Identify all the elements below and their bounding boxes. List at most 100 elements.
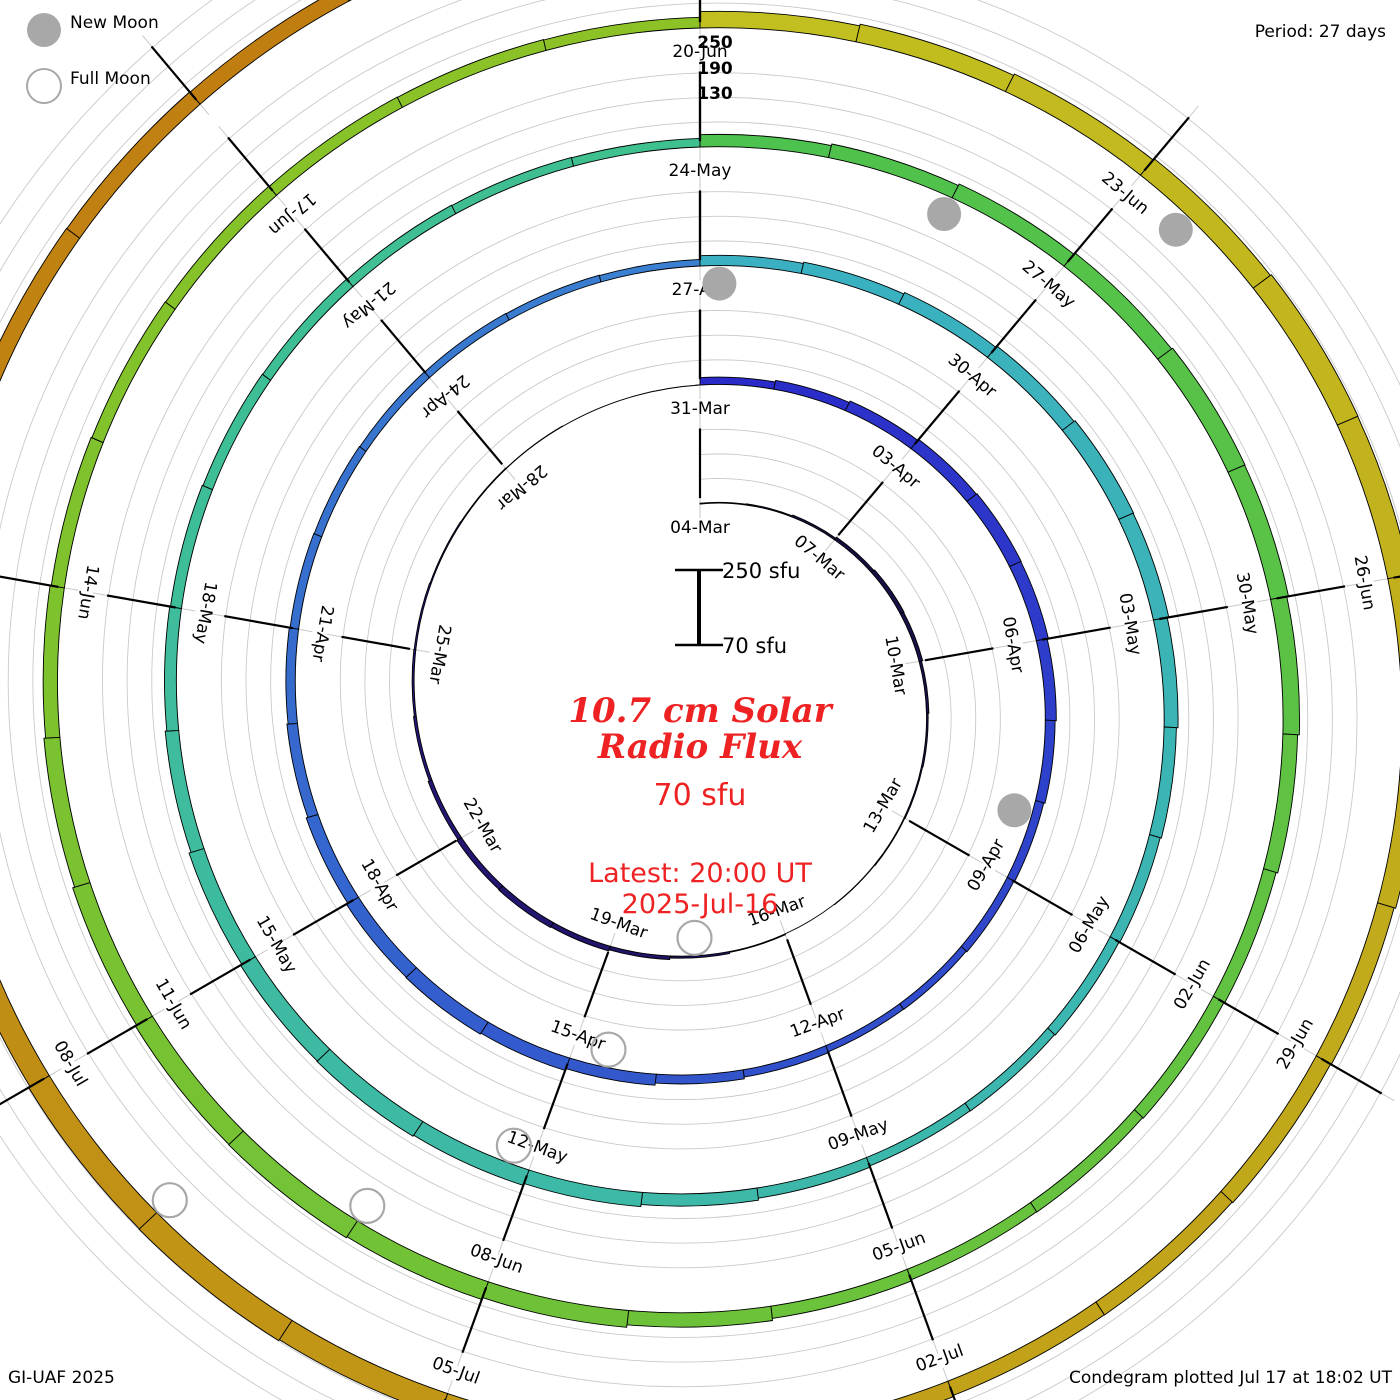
scale-bar-top-label: 250 sfu <box>722 559 801 583</box>
day-band <box>505 425 564 470</box>
new-moon-marker <box>702 266 737 301</box>
day-band <box>898 291 997 359</box>
date-label: 04-Mar <box>670 518 730 538</box>
day-band <box>313 445 367 538</box>
day-band <box>405 966 489 1035</box>
day-band <box>188 847 257 966</box>
date-label: 10-Mar <box>880 634 910 696</box>
day-band <box>505 274 602 321</box>
day-band <box>316 1048 424 1137</box>
day-band <box>892 1380 955 1400</box>
day-band <box>699 133 832 159</box>
full-moon-marker <box>151 1182 188 1219</box>
day-band <box>227 1130 359 1239</box>
new-moon-marker <box>1158 212 1193 247</box>
full-moon-marker <box>349 1187 386 1225</box>
day-band <box>986 345 1075 431</box>
day-band <box>742 1045 829 1078</box>
day-band <box>833 864 876 906</box>
full-moon-swatch <box>26 68 62 104</box>
day-band <box>164 185 278 310</box>
day-band <box>745 503 794 518</box>
day-band <box>413 582 432 651</box>
day-band <box>1047 936 1120 1036</box>
date-label: 12-May <box>504 1127 570 1167</box>
date-label: 03-May <box>1114 591 1145 656</box>
day-band <box>202 373 272 491</box>
day-band <box>1034 719 1056 804</box>
day-band <box>286 722 319 818</box>
day-band <box>72 882 154 1026</box>
day-band <box>164 729 205 853</box>
day-band <box>562 397 629 427</box>
day-band <box>43 736 91 888</box>
credit-label: GI-UAF 2025 <box>8 1368 115 1388</box>
day-band <box>424 312 510 379</box>
current-value: 70 sfu <box>653 778 747 813</box>
date-label: 02-Jul <box>913 1341 966 1377</box>
new-moon-legend-label: New Moon <box>70 13 159 33</box>
radial-tick-250: 250 <box>697 33 733 53</box>
day-band <box>966 493 1022 568</box>
date-label: 05-Jun <box>870 1228 929 1266</box>
radial-tick-130: 130 <box>697 84 733 104</box>
day-band <box>960 876 1015 953</box>
day-band <box>91 301 176 444</box>
day-band <box>565 1057 657 1086</box>
day-band <box>827 143 960 199</box>
day-band <box>654 1069 745 1085</box>
latest-date: 2025-Jul-16 <box>621 889 779 920</box>
day-band <box>1252 274 1359 426</box>
day-band <box>481 1281 630 1328</box>
plotted-timestamp: Condegram plotted Jul 17 at 18:02 UT <box>1068 1368 1392 1388</box>
day-band <box>1387 576 1400 673</box>
day-band <box>910 438 978 503</box>
date-label: 31-Mar <box>670 399 730 419</box>
radial-tick-190: 190 <box>697 59 733 79</box>
day-band <box>699 376 776 390</box>
new-moon-swatch <box>27 13 61 47</box>
date-label: 24-May <box>669 161 732 181</box>
day-band <box>598 258 701 283</box>
full-moon-legend-label: Full Moon <box>70 69 151 89</box>
day-band <box>1139 158 1271 289</box>
day-band <box>66 91 201 239</box>
new-moon-marker <box>927 197 962 231</box>
date-label: 08-Jul <box>49 1037 91 1090</box>
day-band <box>951 183 1075 267</box>
day-band <box>628 384 701 399</box>
day-band <box>899 611 924 662</box>
day-band <box>347 0 352 2</box>
day-band <box>918 660 930 714</box>
date-label: 18-May <box>190 580 221 645</box>
date-label: 30-May <box>1232 571 1263 636</box>
day-band <box>1262 733 1299 874</box>
day-band <box>626 1305 773 1328</box>
day-band <box>899 945 967 1011</box>
date-label: 26-Jun <box>1350 554 1379 612</box>
day-band <box>608 945 671 961</box>
date-label: 20-Jun <box>672 42 727 62</box>
period-label: Period: 27 days <box>1254 22 1386 42</box>
full-moon-marker <box>495 1127 533 1164</box>
day-band <box>523 1169 644 1208</box>
day-band <box>169 484 214 610</box>
day-band <box>0 979 50 1088</box>
day-band <box>1061 420 1135 520</box>
day-band <box>1270 595 1300 736</box>
day-band <box>359 371 431 453</box>
date-label: 12-Apr <box>787 1004 847 1042</box>
date-label: 28-Mar <box>492 460 551 514</box>
day-band <box>429 521 463 585</box>
day-band <box>1376 765 1400 909</box>
day-band <box>305 813 360 904</box>
day-band <box>756 1156 871 1199</box>
day-band <box>1063 252 1173 360</box>
new-moon-marker <box>997 793 1032 828</box>
legend-symbols <box>26 13 62 104</box>
day-band <box>1133 995 1225 1119</box>
chart-title-line1: 10.7 cm Solar <box>568 691 832 731</box>
day-band <box>1220 1055 1332 1204</box>
date-label: 21-Apr <box>308 604 338 663</box>
